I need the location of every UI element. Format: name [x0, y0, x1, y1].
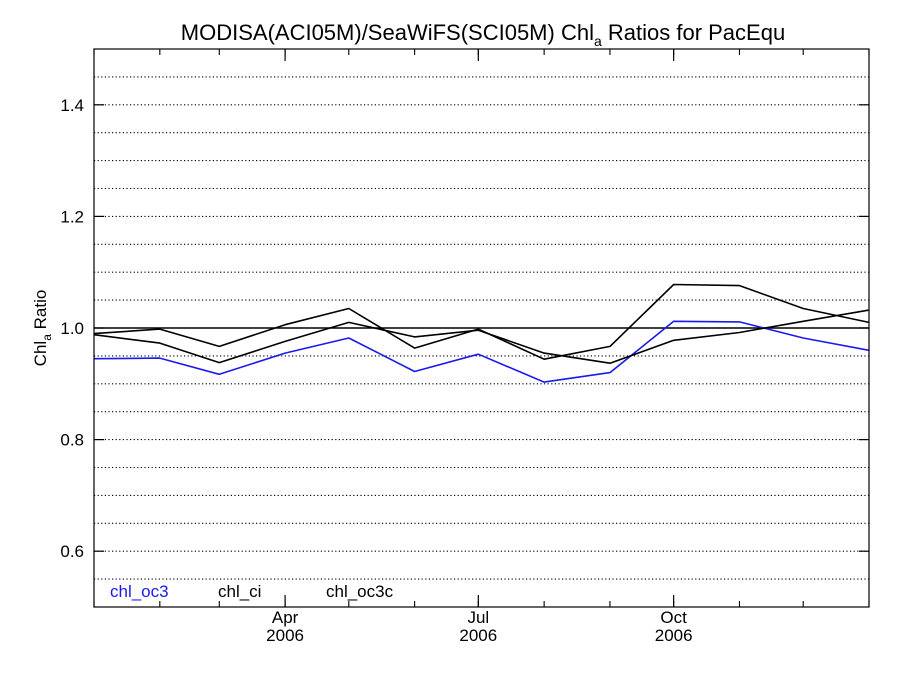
legend-entry-chl-ci: chl_ci: [218, 582, 261, 601]
legend-entry-chl-oc3c: chl_oc3c: [326, 582, 394, 601]
series-line-chl-ci: [93, 309, 870, 365]
y-tick-labels: 0.6 0.8 1.0 1.2 1.4: [60, 96, 84, 561]
x-tick-label-year: 2006: [266, 626, 304, 645]
legend-entry-chl-oc3: chl_oc3: [110, 582, 169, 601]
axis-ticks: [93, 49, 870, 607]
series-lines: [93, 283, 870, 383]
series-line-chl-oc3: [93, 320, 870, 383]
x-tick-label-month: Jul: [467, 608, 489, 627]
y-tick-label: 1.4: [60, 96, 84, 115]
y-axis-label: Chla Ratio: [31, 290, 54, 367]
x-tick-label-month: Apr: [272, 608, 299, 627]
y-tick-label: 0.6: [60, 542, 84, 561]
chart-title: MODISA(ACI05M)/SeaWiFS(SCI05M) Chla Rati…: [181, 20, 785, 49]
x-tick-label-year: 2006: [459, 626, 497, 645]
legend: chl_oc3 chl_ci chl_oc3c: [110, 582, 394, 601]
x-tick-label-year: 2006: [655, 626, 693, 645]
y-tick-label: 0.8: [60, 431, 84, 450]
y-tick-label: 1.0: [60, 319, 84, 338]
y-tick-label: 1.2: [60, 207, 84, 226]
x-tick-label-month: Oct: [660, 608, 687, 627]
series-line-chl-oc3c: [93, 283, 870, 361]
